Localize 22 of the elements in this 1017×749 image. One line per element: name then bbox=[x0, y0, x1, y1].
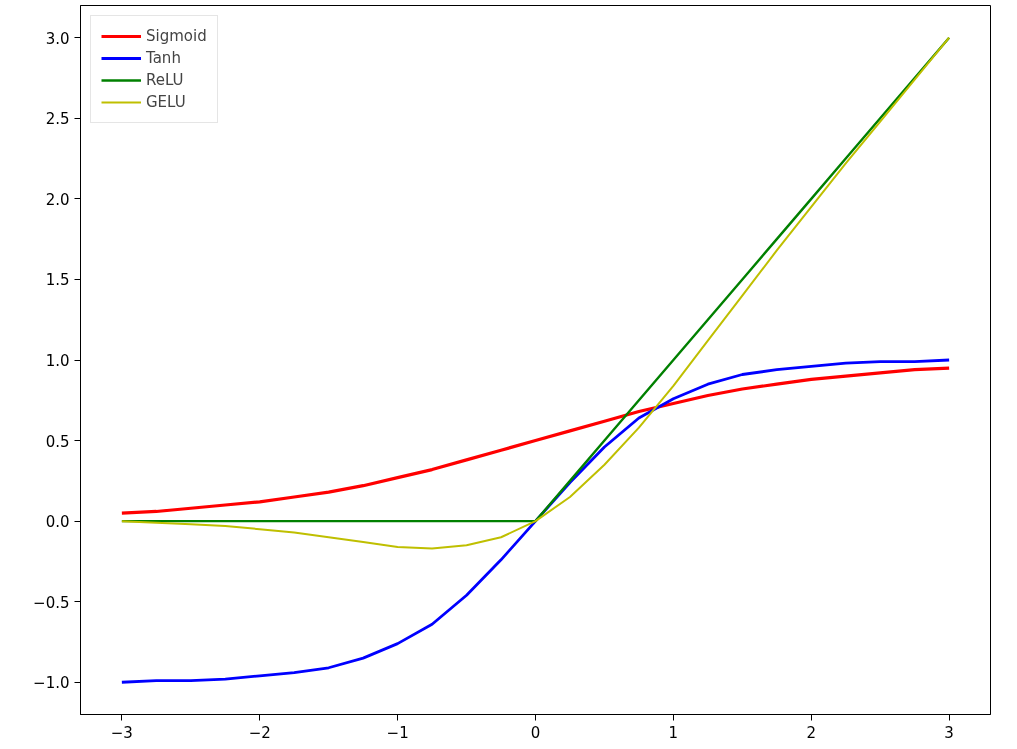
legend-label: Tanh bbox=[146, 49, 181, 67]
y-tick-label: 1.0 bbox=[45, 352, 70, 370]
line-series bbox=[120, 366, 951, 515]
y-tick-label: 1.5 bbox=[45, 271, 70, 290]
x-tick-label: 1 bbox=[668, 723, 679, 742]
y-tick-label: −0.5 bbox=[33, 593, 70, 612]
y-tick-label: 0.5 bbox=[45, 432, 70, 451]
x-tick-label: 3 bbox=[944, 723, 954, 742]
legend-label: Sigmoid bbox=[146, 27, 207, 45]
legend-label: ReLU bbox=[146, 71, 184, 89]
x-tick-label: −2 bbox=[248, 723, 271, 742]
y-tick-label: −1.0 bbox=[33, 674, 70, 693]
y-tick-label: 0.0 bbox=[45, 513, 70, 532]
line-series bbox=[120, 358, 951, 684]
y-tick-label: 2.0 bbox=[45, 190, 70, 209]
x-tick-label: −1 bbox=[386, 723, 409, 742]
y-tick-label: 2.5 bbox=[45, 110, 70, 129]
x-tick-label: 2 bbox=[806, 723, 817, 742]
legend-label: GELU bbox=[146, 93, 186, 111]
y-tick-label: 3.0 bbox=[45, 29, 70, 48]
x-tick-label: −3 bbox=[110, 723, 133, 742]
x-tick-label: 0 bbox=[530, 723, 541, 742]
